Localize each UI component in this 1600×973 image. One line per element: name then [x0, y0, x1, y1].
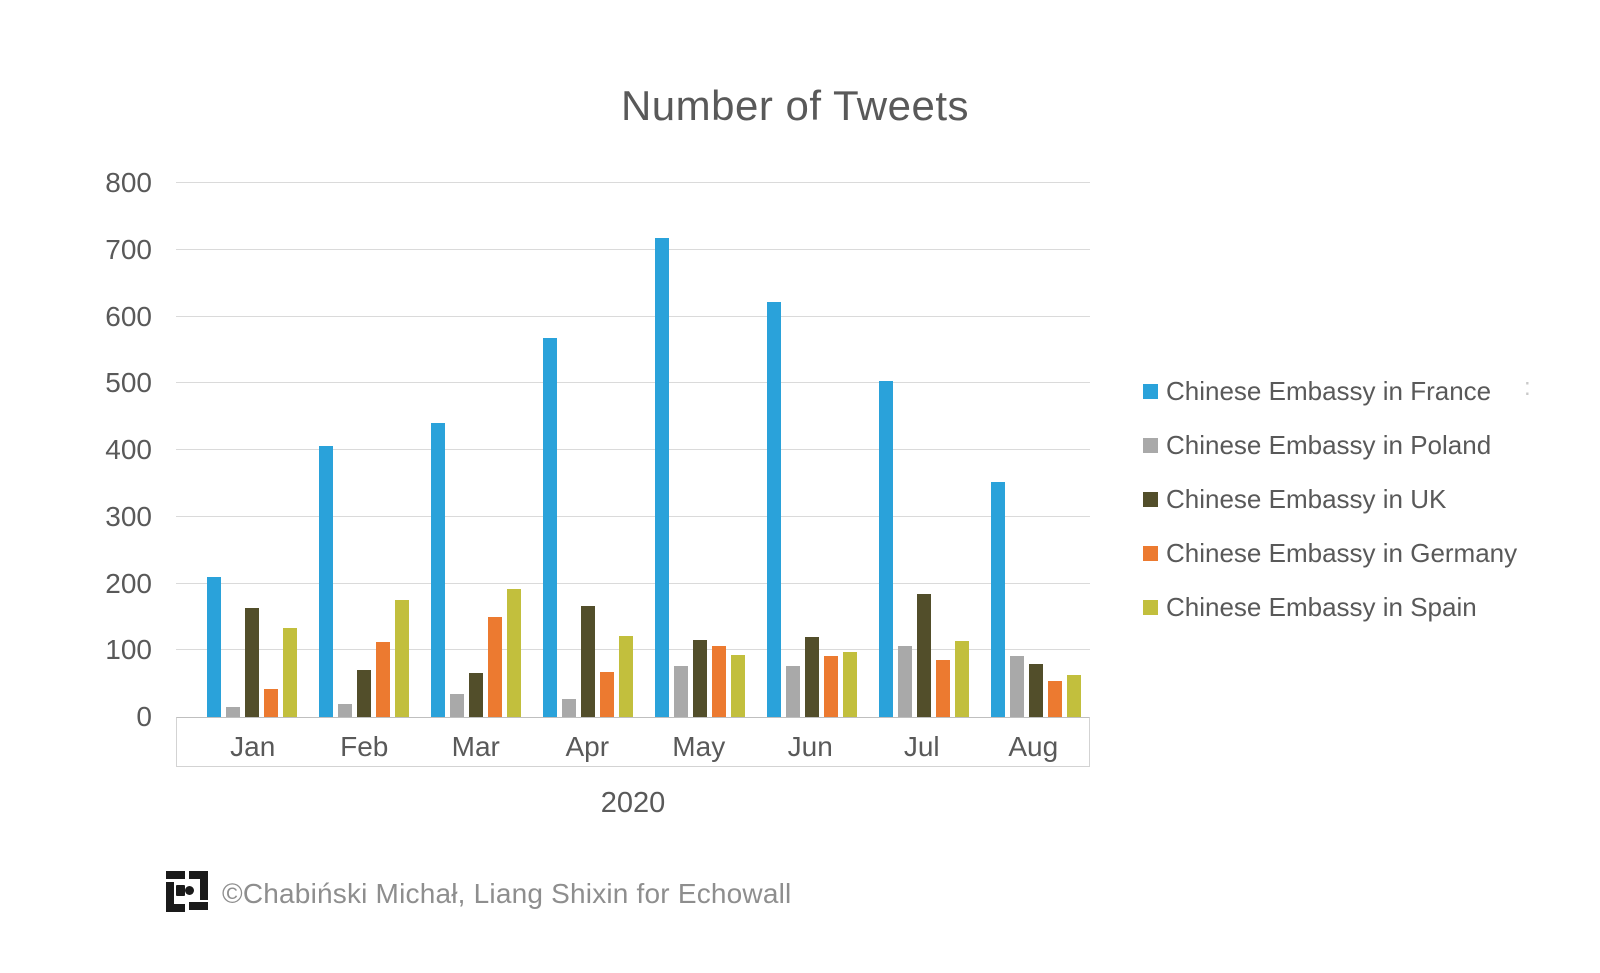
legend-item-poland: Chinese Embassy in Poland: [1143, 430, 1517, 460]
bars-container: [196, 183, 1092, 717]
y-axis-tick-0: 0: [136, 701, 152, 732]
legend-swatch-germany: [1143, 545, 1158, 561]
bar-spain-feb: [395, 600, 409, 717]
bar-germany-mar: [488, 617, 502, 717]
bar-france-apr: [543, 338, 557, 717]
bar-poland-jul: [898, 646, 912, 717]
bar-germany-aug: [1048, 681, 1062, 717]
bar-france-aug: [991, 482, 1005, 717]
legend-item-germany: Chinese Embassy in Germany: [1143, 538, 1517, 568]
gridline-800: [176, 182, 1090, 183]
bar-spain-jan: [283, 628, 297, 717]
bar-poland-apr: [562, 699, 576, 717]
legend-item-france: Chinese Embassy in France: [1143, 376, 1517, 406]
bar-group-aug: [980, 183, 1092, 717]
bar-spain-may: [731, 655, 745, 717]
legend-label-france: Chinese Embassy in France: [1166, 375, 1492, 406]
bar-france-jan: [207, 577, 221, 717]
bar-uk-jul: [917, 594, 931, 717]
legend-label-spain: Chinese Embassy in Spain: [1166, 591, 1477, 622]
bar-poland-feb: [338, 704, 352, 717]
bar-uk-may: [693, 640, 707, 717]
bar-france-may: [655, 238, 669, 717]
y-axis-ticks: 0 100 200 300 400 500 600 700 800: [58, 169, 152, 731]
bar-group-apr: [532, 183, 644, 717]
legend-item-uk: Chinese Embassy in UK: [1143, 484, 1517, 514]
gridline-100: [176, 649, 1090, 651]
footer-credit: ©Chabiński Michał, Liang Shixin for Echo…: [222, 878, 792, 909]
gridline-500: [176, 382, 1090, 384]
legend-swatch-poland: [1143, 437, 1158, 453]
x-axis-year-label: 2020: [600, 787, 666, 819]
bar-group-feb: [308, 183, 420, 717]
y-axis-tick-300: 300: [105, 500, 152, 532]
chart-title: Number of Tweets: [620, 82, 970, 129]
legend-label-germany: Chinese Embassy in Germany: [1166, 537, 1518, 568]
bar-poland-mar: [450, 694, 464, 717]
gridline-300: [176, 515, 1090, 517]
gridline-700: [176, 248, 1090, 250]
bar-group-jul: [868, 183, 980, 717]
x-axis-label-aug: Aug: [1008, 731, 1059, 762]
bar-poland-jun: [786, 666, 800, 717]
bar-france-feb: [319, 446, 333, 717]
bar-france-jun: [767, 302, 781, 717]
gridline-600: [176, 315, 1090, 317]
plot-area: [176, 182, 1092, 717]
bar-spain-jun: [843, 652, 857, 717]
y-axis-tick-500: 500: [105, 367, 152, 399]
x-axis-label-feb: Feb: [340, 731, 389, 762]
bar-france-jul: [879, 381, 893, 717]
bar-germany-jul: [936, 660, 950, 717]
bar-germany-apr: [600, 672, 614, 717]
x-axis-label-mar: Mar: [451, 731, 500, 762]
bar-group-mar: [420, 183, 532, 717]
x-axis-label-apr: Apr: [565, 731, 610, 762]
bar-germany-may: [712, 646, 726, 717]
bar-spain-mar: [507, 589, 521, 717]
bar-germany-jun: [824, 656, 838, 717]
x-axis-label-may: May: [672, 731, 726, 762]
legend-swatch-france: [1143, 383, 1158, 399]
legend-label-poland: Chinese Embassy in Poland: [1166, 429, 1492, 460]
bar-france-mar: [431, 423, 445, 717]
legend: Chinese Embassy in France Chinese Embassy…: [1143, 376, 1517, 622]
y-axis-tick-400: 400: [105, 434, 152, 465]
gridline-200: [176, 582, 1090, 584]
bar-poland-may: [674, 666, 688, 717]
bar-uk-mar: [469, 673, 483, 717]
bar-germany-jan: [264, 689, 278, 717]
y-axis-tick-700: 700: [105, 233, 152, 265]
echowall-logo: [166, 871, 208, 912]
x-axis-label-jan: Jan: [230, 731, 276, 762]
legend-label-uk: Chinese Embassy in UK: [1166, 483, 1447, 514]
bar-uk-aug: [1029, 664, 1043, 717]
bar-spain-apr: [619, 636, 633, 717]
bar-spain-jul: [955, 641, 969, 717]
bar-group-may: [644, 183, 756, 717]
y-axis-tick-600: 600: [105, 300, 152, 332]
legend-overflow-artifact: :: [1524, 374, 1531, 401]
x-axis-label-jun: Jun: [787, 731, 833, 762]
legend-item-spain: Chinese Embassy in Spain: [1143, 592, 1517, 622]
bar-spain-aug: [1067, 675, 1081, 717]
x-axis-band: Jan Feb Mar Apr May Jun Jul Aug: [176, 717, 1090, 767]
legend-swatch-spain: [1143, 599, 1158, 615]
y-axis-tick-800: 800: [105, 167, 152, 198]
bar-uk-feb: [357, 670, 371, 717]
bar-uk-jun: [805, 637, 819, 717]
gridline-400: [176, 449, 1090, 450]
bar-group-jun: [756, 183, 868, 717]
bar-germany-feb: [376, 642, 390, 717]
y-axis-tick-100: 100: [105, 634, 152, 666]
y-axis-tick-200: 200: [105, 567, 152, 599]
bar-uk-jan: [245, 608, 259, 717]
bar-uk-apr: [581, 606, 595, 717]
bar-poland-jan: [226, 707, 240, 717]
bar-poland-aug: [1010, 656, 1024, 717]
bar-group-jan: [196, 183, 308, 717]
legend-swatch-uk: [1143, 491, 1158, 507]
x-axis-label-jul: Jul: [903, 731, 940, 762]
